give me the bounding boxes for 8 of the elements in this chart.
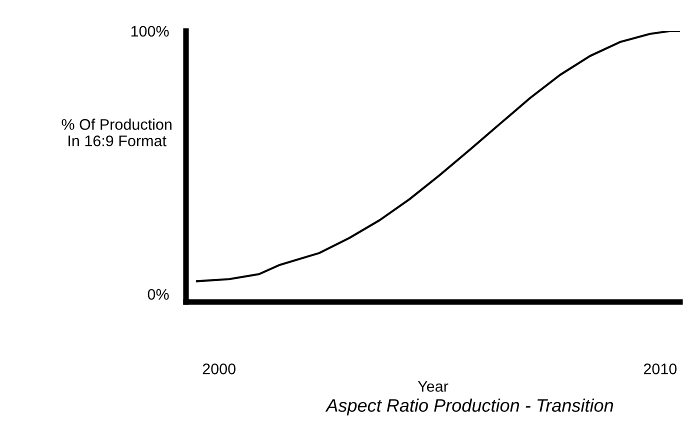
text: Aspect Ratio Production - Transition (325, 398, 614, 416)
y-tick-label: 0% (148, 288, 169, 300)
y-tick-label: 100% (131, 26, 169, 37)
x-tick-label: 2010 (644, 364, 677, 374)
x-axis-title: Year (418, 381, 448, 392)
line-series (196, 31, 680, 282)
x-tick-label: 2000 (202, 364, 236, 374)
y-axis-title: % Of Production In 16:9 Format (62, 118, 172, 146)
